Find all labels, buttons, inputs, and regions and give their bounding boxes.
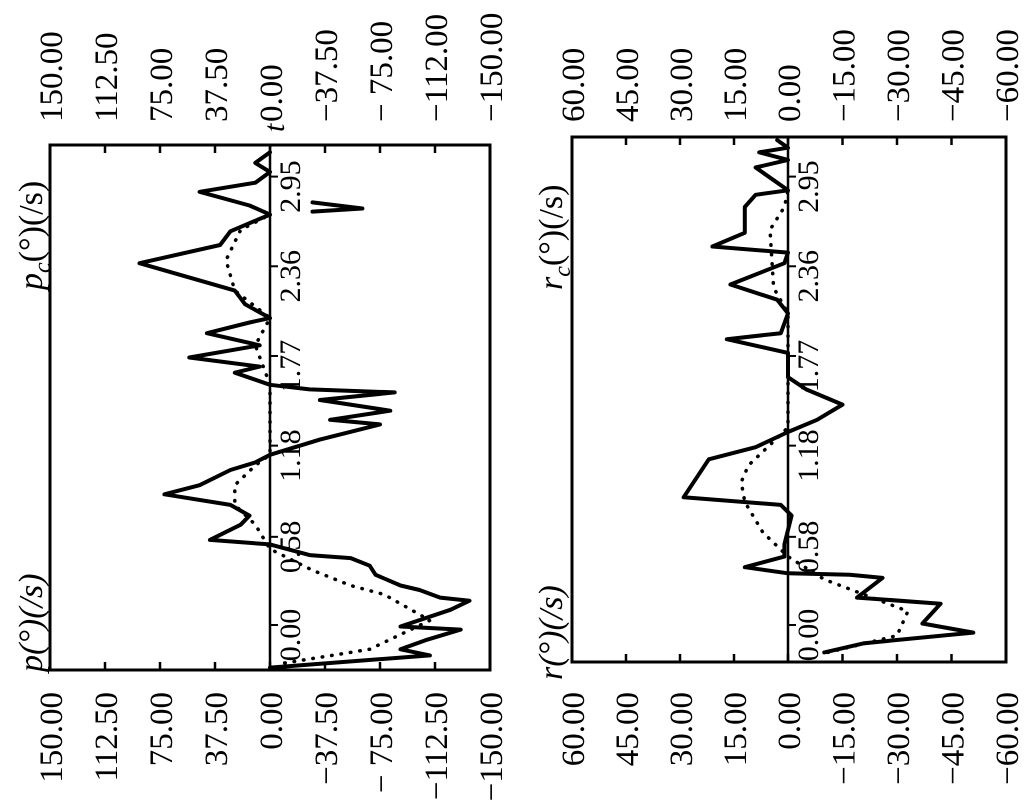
series-line-solid	[137, 150, 472, 670]
y-tick-label-left: 60.00	[556, 692, 592, 766]
y-tick-label-left: 30.00	[664, 692, 700, 766]
y-tick-label-right: 30.00	[664, 48, 700, 122]
y-tick-label-left: −37.50	[309, 692, 345, 785]
x-tick-label: 1.18	[792, 429, 825, 482]
y-tick-label-left: −150.00	[474, 692, 510, 801]
x-tick-label: 2.95	[274, 160, 307, 213]
series-line-dotted	[739, 188, 910, 655]
y-axis-label-right: rc(°)(/s)	[533, 185, 576, 290]
y-tick-label-right: 75.00	[144, 48, 180, 122]
label-units: (°)(/s)	[533, 185, 570, 267]
y-tick-label-left: −15.00	[827, 692, 863, 785]
x-tick-label: 2.36	[792, 250, 825, 303]
series-line-solid	[681, 138, 976, 655]
y-axis-label-right: pc(°)(/s)	[13, 181, 56, 292]
label-subscript: c	[550, 266, 576, 277]
chart-r: 60.00 60.00 45.00 45.00 30.00 30.00 15.00 15.00…	[533, 29, 1026, 785]
label-subscript: c	[30, 262, 56, 273]
y-tick-label-right: 150.00	[34, 31, 70, 122]
label-units: (°)(/s)	[13, 181, 50, 263]
y-tick-label-right: −45.00	[936, 29, 972, 122]
y-tick-label-left: 45.00	[610, 692, 646, 766]
y-tick-label-left: −30.00	[881, 692, 917, 785]
y-tick-label-left: − 75.00	[364, 692, 400, 793]
y-tick-label-right: 37.50	[199, 48, 235, 122]
y-tick-label-left: 0.00	[772, 692, 808, 750]
y-tick-label-left: 15.00	[718, 692, 754, 766]
x-tick-label: 1.18	[274, 429, 307, 482]
y-tick-label-right: −30.00	[881, 29, 917, 122]
x-tick-label: 0.58	[792, 521, 825, 574]
y-tick-label-left: 0.00	[254, 692, 290, 750]
y-tick-label-right: −150.00	[474, 13, 510, 122]
y-tick-label-right: 60.00	[556, 48, 592, 122]
x-tick-label: 1.77	[274, 340, 307, 393]
y-tick-label-left: 150.00	[34, 692, 70, 783]
y-tick-label-right: −112.00	[419, 14, 455, 122]
y-tick-label-right: −37.50	[309, 29, 345, 122]
y-tick-label-right: −15.00	[827, 29, 863, 122]
y-axis-label-left: p(°)(/s)	[13, 573, 50, 674]
y-tick-label-right: −60.00	[990, 29, 1026, 122]
y-tick-label-left: −45.00	[936, 692, 972, 785]
y-tick-label-left: 112.50	[89, 692, 125, 782]
y-tick-label-left: −60.00	[990, 692, 1026, 785]
y-tick-label-right: 0.00	[254, 64, 290, 122]
y-tick-label-left: 75.00	[144, 692, 180, 766]
x-axis-label: t	[258, 123, 291, 132]
x-tick-label: 0.00	[792, 609, 825, 662]
y-axis-label-left: r(°)(/s)	[533, 585, 570, 680]
x-tick-label: 2.95	[792, 160, 825, 213]
y-tick-label-left: −112.50	[419, 692, 455, 800]
series-line-solid	[310, 200, 365, 214]
y-tick-label-right: 45.00	[610, 48, 646, 122]
y-tick-label-right: 15.00	[718, 48, 754, 122]
chart-p: 150.00 150.00 112.50 112.50 75.00 75.00 37.50 3…	[13, 13, 510, 802]
x-tick-label: 2.36	[274, 250, 307, 303]
y-tick-label-right: − 75.00	[364, 21, 400, 122]
y-tick-label-right: 0.00	[772, 64, 808, 122]
x-tick-label: 0.00	[274, 609, 307, 662]
label-base: p	[13, 273, 50, 292]
y-tick-label-left: 37.50	[199, 692, 235, 766]
y-tick-label-right: 112.50	[89, 32, 125, 122]
label-base: r	[533, 276, 570, 290]
